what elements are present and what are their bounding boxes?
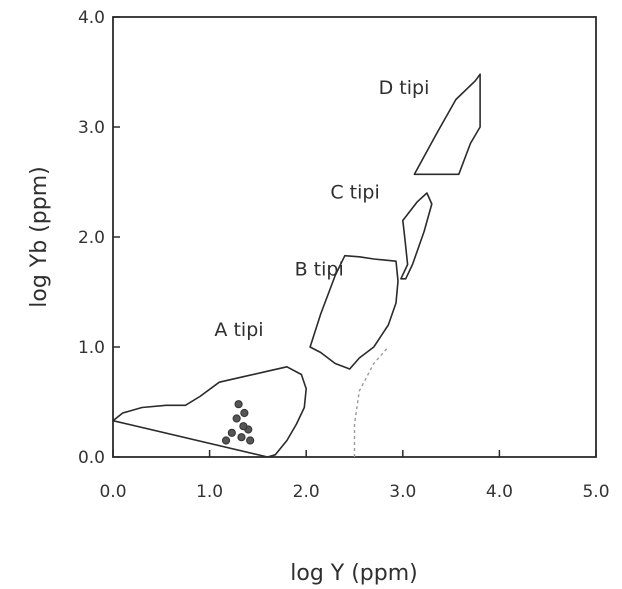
y-axis: 0.0 1.0 2.0 3.0 4.0 <box>78 8 120 468</box>
x-tick-label: 2.0 <box>293 482 320 502</box>
y-tick-label: 1.0 <box>78 338 105 358</box>
trend-line <box>353 346 389 457</box>
region-label-d-tipi: D tipi <box>379 77 430 99</box>
data-point <box>246 436 255 445</box>
data-point <box>232 414 241 423</box>
data-point <box>239 422 248 431</box>
y-tick-label: 4.0 <box>78 8 105 28</box>
data-point <box>237 433 246 442</box>
x-tick-label: 3.0 <box>389 482 416 502</box>
y-axis-title: log Yb (ppm) <box>27 166 52 307</box>
x-tick-label: 0.0 <box>99 482 126 502</box>
region-c-tipi <box>400 192 433 280</box>
points-layer <box>221 400 255 445</box>
region-d-tipi <box>413 73 481 176</box>
x-tick-label: 4.0 <box>486 482 513 502</box>
region-label-c-tipi: C tipi <box>330 182 379 204</box>
x-axis-title: log Y (ppm) <box>290 561 418 586</box>
trend-layer <box>353 346 389 457</box>
data-point <box>234 400 243 409</box>
y-tick-label: 2.0 <box>78 228 105 248</box>
data-point <box>227 428 236 437</box>
regions-layer: A tipi B tipi C tipi D tipi <box>112 73 481 458</box>
x-tick-label: 1.0 <box>196 482 223 502</box>
y-tick-label: 3.0 <box>78 118 105 138</box>
region-a-tipi <box>112 365 308 458</box>
region-label-a-tipi: A tipi <box>214 319 263 341</box>
plot-frame <box>112 16 597 458</box>
x-tick-label: 5.0 <box>582 482 609 502</box>
region-label-b-tipi: B tipi <box>295 259 344 281</box>
y-tick-label: 0.0 <box>78 448 105 468</box>
data-point <box>240 408 249 418</box>
x-axis: 0.0 1.0 2.0 3.0 4.0 5.0 <box>99 450 610 502</box>
region-b-tipi <box>309 254 399 370</box>
data-point <box>221 436 231 445</box>
